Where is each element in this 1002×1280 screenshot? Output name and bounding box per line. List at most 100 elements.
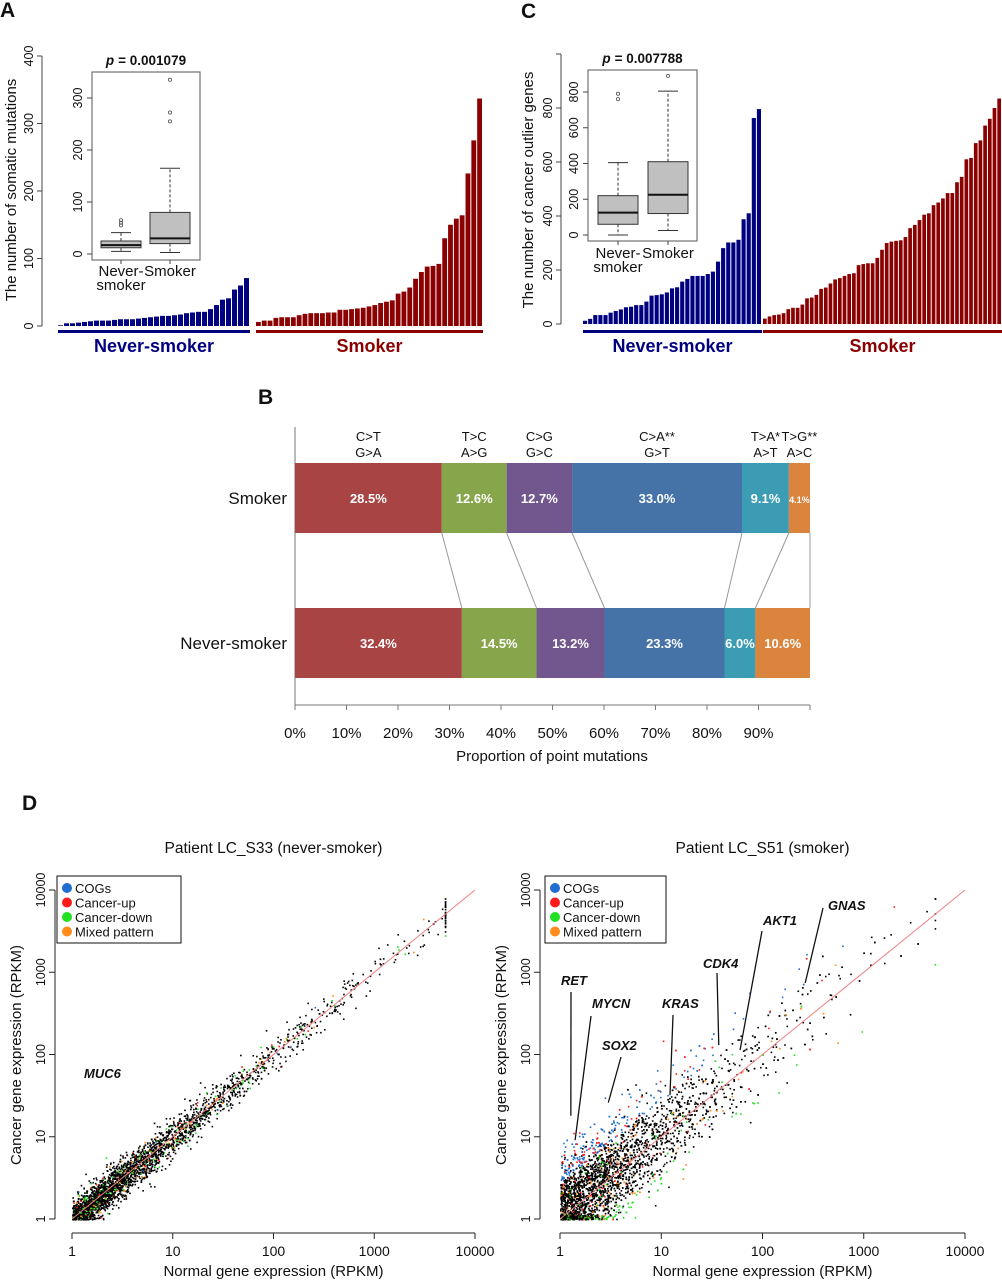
scatter-point: [613, 1168, 616, 1170]
scatter-point: [285, 1037, 288, 1040]
scatter-point: [121, 1185, 124, 1188]
scatter-point: [292, 1035, 295, 1037]
scatter-point: [195, 1115, 198, 1117]
bar: [875, 257, 880, 324]
scatter-point: [137, 1155, 140, 1158]
scatter-point: [609, 1132, 611, 1135]
bar: [273, 317, 279, 326]
scatter-point: [643, 1122, 645, 1125]
scatter-point: [106, 1188, 108, 1190]
scatter-point: [137, 1167, 139, 1169]
scatter-point: [87, 1214, 90, 1216]
scatter-point: [192, 1115, 194, 1117]
scatter-point: [127, 1163, 130, 1166]
scatter-point: [210, 1106, 213, 1108]
scatter-point: [211, 1125, 214, 1128]
scatter-point: [577, 1176, 579, 1179]
bar: [819, 288, 823, 324]
scatter-point: [139, 1177, 141, 1180]
bar: [477, 98, 482, 327]
scatter-point: [797, 990, 800, 993]
scatter-point: [723, 1112, 726, 1115]
scatter-point: [96, 1198, 99, 1201]
scatter-point: [614, 1151, 617, 1154]
scatter-point: [77, 1205, 80, 1208]
y-tick-label: 100: [34, 1044, 48, 1065]
segment-value-label: 12.6%: [456, 491, 493, 506]
scatter-point: [104, 1209, 107, 1212]
scatter-point: [721, 1067, 723, 1070]
scatter-point: [130, 1178, 132, 1181]
scatter-point: [301, 1042, 303, 1045]
scatter-point: [122, 1155, 124, 1158]
scatter-point: [179, 1126, 181, 1129]
scatter-point: [630, 1146, 633, 1149]
scatter-point: [227, 1086, 230, 1089]
scatter-point: [168, 1143, 170, 1146]
scatter-point: [638, 1112, 641, 1115]
scatter-point: [81, 1210, 84, 1213]
scatter-point: [444, 922, 447, 924]
scatter-point: [95, 1191, 98, 1194]
bar: [721, 248, 726, 324]
scatter-point: [302, 1023, 305, 1026]
scatter-point: [134, 1170, 136, 1173]
scatter-point: [150, 1168, 152, 1171]
scatter-point: [220, 1098, 223, 1101]
scatter-point: [255, 1080, 258, 1082]
scatter-point: [308, 1025, 311, 1028]
bar: [202, 311, 207, 326]
scatter-point: [157, 1162, 160, 1165]
scatter-point: [93, 1197, 95, 1199]
scatter-point: [107, 1191, 110, 1194]
scatter-point: [632, 1156, 635, 1159]
group-label: Smoker: [336, 336, 402, 356]
scatter-point: [187, 1136, 190, 1139]
scatter-point: [184, 1126, 187, 1129]
scatter-point: [82, 1207, 84, 1210]
scatter-point: [153, 1147, 156, 1149]
scatter-point: [404, 953, 407, 956]
scatter-point: [188, 1124, 191, 1127]
bar: [805, 298, 809, 324]
scatter-point: [118, 1167, 120, 1170]
scatter-point: [786, 1018, 788, 1020]
scatter-point: [153, 1152, 156, 1155]
scatter-point: [629, 1172, 631, 1175]
scatter-point: [209, 1111, 212, 1114]
scatter-point: [188, 1127, 191, 1129]
scatter-point: [115, 1174, 117, 1176]
scatter-point: [588, 1148, 590, 1150]
scatter-point: [127, 1186, 130, 1189]
scatter-point: [627, 1150, 629, 1152]
scatter-point: [181, 1142, 183, 1145]
scatter-point: [802, 1021, 804, 1024]
bar: [148, 317, 153, 326]
scatter-point: [116, 1193, 119, 1196]
scatter-point: [111, 1203, 113, 1206]
scatter-point: [119, 1192, 121, 1195]
scatter-point: [715, 1115, 717, 1117]
scatter-point: [144, 1141, 147, 1144]
scatter-point: [678, 1101, 681, 1104]
scatter-point: [204, 1108, 206, 1111]
scatter-point: [603, 1143, 606, 1146]
scatter-point: [197, 1123, 200, 1125]
scatter-point: [232, 1090, 235, 1092]
scatter-point: [189, 1126, 192, 1129]
bar: [154, 316, 159, 326]
scatter-point: [708, 1125, 711, 1128]
scatter-point: [174, 1125, 177, 1128]
scatter-point: [280, 1065, 283, 1068]
scatter-point: [133, 1165, 136, 1167]
scatter-point: [109, 1189, 112, 1191]
bar: [639, 305, 644, 324]
scatter-point: [75, 1204, 77, 1207]
scatter-point: [176, 1125, 179, 1127]
scatter-point: [128, 1181, 131, 1183]
scatter-point: [135, 1155, 138, 1158]
scatter-point: [634, 1185, 637, 1187]
bar: [208, 309, 213, 326]
scatter-point: [135, 1172, 138, 1174]
scatter-point: [226, 1087, 229, 1090]
